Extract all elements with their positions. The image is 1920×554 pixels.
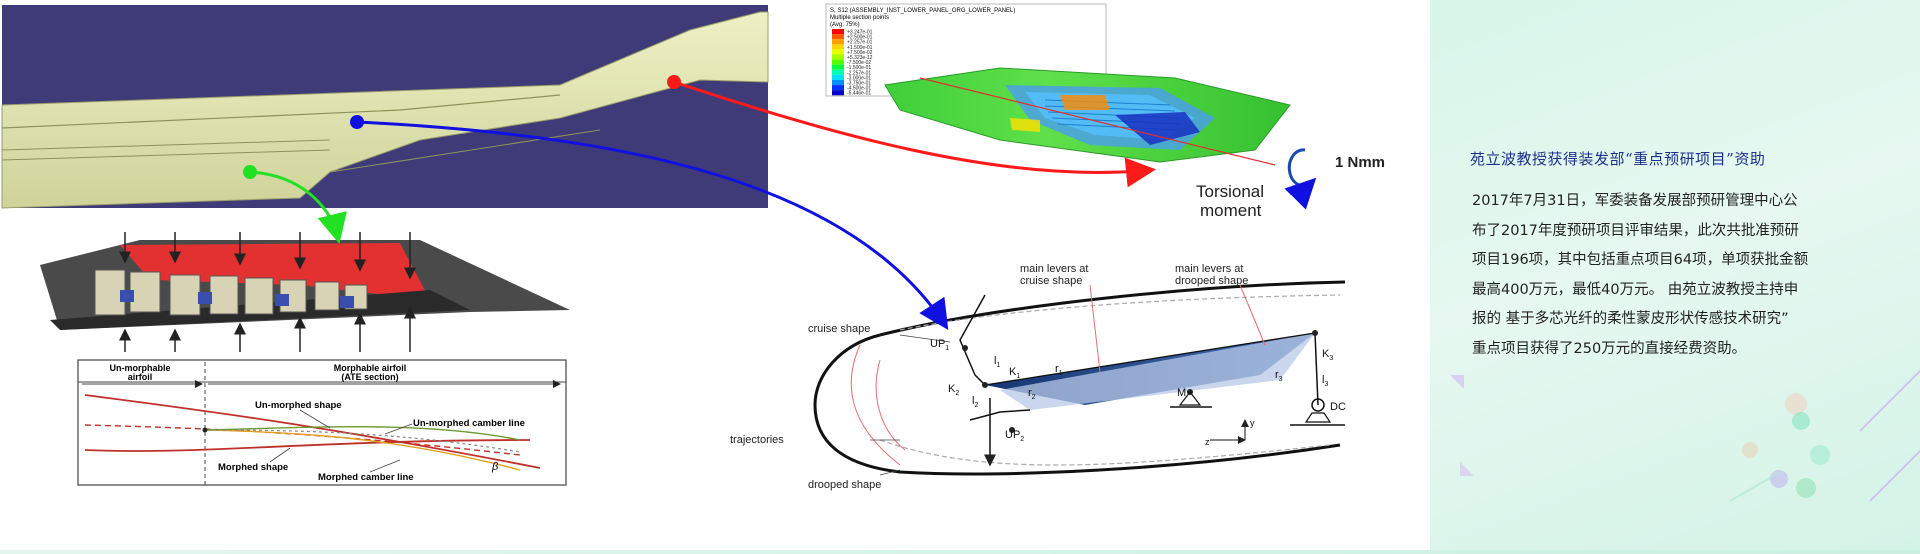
article-line: 项目196项，其中包括重点项目64项，单项获批金额 xyxy=(1472,252,1809,268)
label-r3: r3 xyxy=(1275,369,1283,383)
fem-legend-value: -1.500e-01 xyxy=(847,65,871,71)
label-unmorphed-shape: Un-morphed shape xyxy=(255,400,342,411)
article-line: 布了2017年度预研项目评审结果，此次共批准预研 xyxy=(1472,222,1799,239)
fem-legend-value: +1.500e-01 xyxy=(847,45,873,51)
label-cruise-levers-2: cruise shape xyxy=(1020,275,1082,287)
label-morphable-1: Morphable airfoil xyxy=(334,363,407,373)
label-morphable-2: (ATE section) xyxy=(341,372,398,382)
fem-legend-swatch xyxy=(832,39,844,45)
news-sidebar: 苑立波教授获得装发部“重点预研项目”资助 2017年7月31日，军委装备发展部预… xyxy=(1430,0,1920,550)
fem-torsional-1: Torsional xyxy=(1196,182,1264,201)
fem-legend-value: -3.750e-01 xyxy=(847,81,871,87)
fem-header-2: Multiple section points xyxy=(830,15,889,21)
article-line: 2017年7月31日，军委装备发展部预研管理中心公 xyxy=(1472,193,1798,209)
fem-legend-value: +3.247e-01 xyxy=(847,30,873,36)
label-up1: UP1 xyxy=(930,338,949,352)
label-cruise-levers-1: main levers at xyxy=(1020,263,1088,275)
wing-render xyxy=(1,5,769,209)
label-r2: r2 xyxy=(1028,387,1036,401)
figure-canvas: Un-morphable airfoil Morphable airfoil (… xyxy=(1,3,1385,491)
label-y: y xyxy=(1250,418,1255,428)
fem-legend-swatch xyxy=(832,74,844,80)
label-unmorphable-2: airfoil xyxy=(128,372,153,382)
fem-torsional-2: moment xyxy=(1200,201,1262,220)
fem-legend-value: +5.323e-12 xyxy=(847,55,873,61)
label-r1: r1 xyxy=(1055,363,1063,377)
airfoil-diagram: Un-morphable airfoil Morphable airfoil (… xyxy=(77,359,567,486)
label-k1: K1 xyxy=(1009,366,1020,380)
fem-legend-swatch xyxy=(832,59,844,65)
fem-legend-value: +2.257e-01 xyxy=(847,40,873,46)
fem-legend-swatch xyxy=(832,64,844,70)
arrow-blue xyxy=(356,120,949,331)
label-l2: l2 xyxy=(972,395,978,409)
wing-surface xyxy=(1,11,769,209)
label-morphed-camber: Morphed camber line xyxy=(318,472,414,483)
fem-legend-value: -5.446e-01 xyxy=(847,91,871,97)
label-k3: K3 xyxy=(1322,348,1333,362)
label-unmorphable-1: Un-morphable xyxy=(109,363,170,373)
label-l3: l3 xyxy=(1322,374,1328,388)
article-line: 报的 基于多芯光纤的柔性蒙皮形状传感技术研究” xyxy=(1472,311,1789,327)
fem-legend-value: +7.500e-02 xyxy=(847,50,873,56)
arrow-green xyxy=(249,170,347,244)
label-trajectories: trajectories xyxy=(730,434,784,446)
label-beta: β xyxy=(491,461,499,473)
fem-moment-label: 1 Nmm xyxy=(1335,154,1385,171)
fem-legend-swatch xyxy=(832,90,844,96)
fem-legend-value: +2.500e-01 xyxy=(847,35,873,41)
label-dc: DC xyxy=(1330,401,1346,413)
article-body: 2017年7月31日，军委装备发展部预研管理中心公 布了2017年度预研项目评审… xyxy=(1472,187,1872,364)
fem-legend-swatch xyxy=(832,85,844,91)
fem-plot: S, S12 (ASSEMBLY_INST_LOWER_PANEL_ORG_LO… xyxy=(825,3,1385,220)
article-title: 苑立波教授获得装发部“重点预研项目”资助 xyxy=(1470,150,1766,168)
label-morphed-shape: Morphed shape xyxy=(218,462,288,473)
fem-legend-value: -4.500e-01 xyxy=(847,86,871,92)
label-unmorphed-camber: Un-morphed camber line xyxy=(413,418,525,429)
fem-legend-value: -7.500e-02 xyxy=(847,60,871,66)
label-m: M xyxy=(1177,387,1186,399)
fem-legend-swatch xyxy=(832,54,844,60)
fem-legend: +3.247e-01+2.500e-01+2.257e-01+1.500e-01… xyxy=(832,29,873,97)
connector-arrows xyxy=(243,75,1156,331)
label-z: z xyxy=(1205,437,1210,447)
label-drooped-levers-2: drooped shape xyxy=(1175,275,1248,287)
label-drooped-shape: drooped shape xyxy=(808,479,881,491)
label-drooped-levers-1: main levers at xyxy=(1175,263,1243,275)
fem-legend-swatch xyxy=(832,69,844,75)
fem-header-1: S, S12 (ASSEMBLY_INST_LOWER_PANEL_ORG_LO… xyxy=(830,8,1015,14)
label-l1: l1 xyxy=(994,355,1000,369)
fem-legend-swatch xyxy=(832,29,844,35)
label-cruise-shape: cruise shape xyxy=(808,323,870,335)
fem-legend-swatch xyxy=(832,49,844,55)
label-k2: K2 xyxy=(948,383,959,397)
fem-legend-swatch xyxy=(832,34,844,40)
arrow-red xyxy=(673,80,1156,188)
article-line: 最高400万元，最低40万元。 由苑立波教授主持申 xyxy=(1472,281,1799,298)
fem-header-3: (Avg: 75%) xyxy=(830,22,860,28)
fem-legend-swatch xyxy=(832,44,844,50)
trailing-edge-model xyxy=(40,232,570,352)
article-line: 重点项目获得了250万元的直接经费资助。 xyxy=(1472,340,1747,357)
figure-panel: Un-morphable airfoil Morphable airfoil (… xyxy=(1,3,1386,491)
mechanism-diagram: main levers at cruise shape main levers … xyxy=(730,263,1346,491)
fem-legend-value: -2.257e-01 xyxy=(847,70,871,76)
fem-legend-swatch xyxy=(832,80,844,86)
fem-legend-value: -3.000e-01 xyxy=(847,75,871,81)
label-up2: UP2 xyxy=(1005,429,1024,443)
